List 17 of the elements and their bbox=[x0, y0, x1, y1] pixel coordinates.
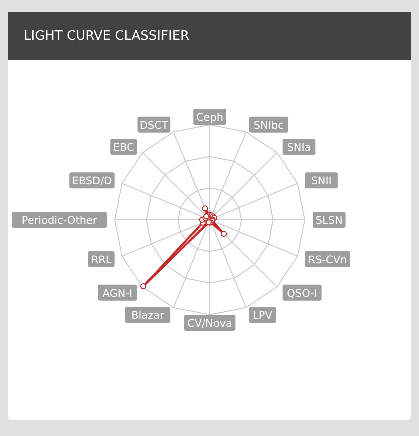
spoke-label: Ceph bbox=[196, 112, 224, 124]
spoke-label: QSO-I bbox=[287, 288, 318, 300]
chart-title: LIGHT CURVE CLASSIFIER bbox=[8, 12, 411, 60]
spoke-label: EBC bbox=[113, 142, 134, 154]
spoke-label: Blazar bbox=[132, 310, 166, 322]
spoke-label: CV/Nova bbox=[188, 318, 232, 330]
spoke-label: RS-CVn bbox=[308, 254, 348, 266]
spoke-label: DSCT bbox=[140, 120, 170, 132]
spoke-label: SNIbc bbox=[254, 120, 284, 132]
spoke-label: AGN-I bbox=[102, 288, 133, 300]
spoke-label: SNIa bbox=[287, 142, 312, 154]
spoke-label: SNII bbox=[311, 176, 332, 188]
spoke-label: LPV bbox=[253, 310, 274, 322]
spoke-label: RRL bbox=[91, 254, 112, 266]
spoke-label: EBSD/D bbox=[72, 176, 112, 188]
spoke-label: Periodic-Other bbox=[22, 215, 98, 227]
spoke-label: SLSN bbox=[316, 215, 343, 227]
